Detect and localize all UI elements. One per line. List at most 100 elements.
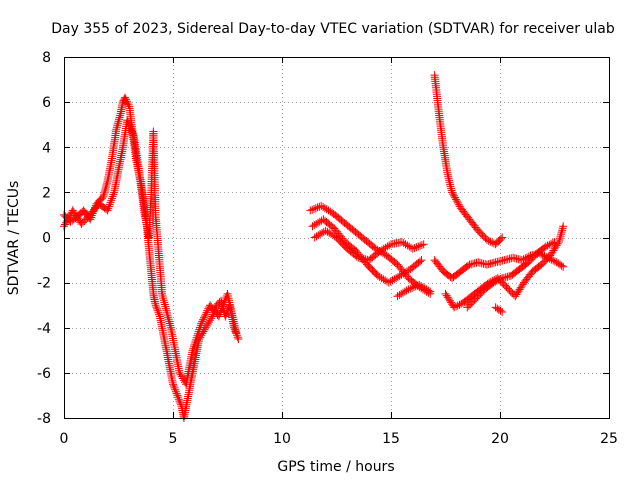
data-point [233,333,242,342]
data-point [445,296,454,305]
x-tick-label: 20 [491,431,509,447]
data-point [217,306,226,315]
data-point [108,192,117,201]
data-point [201,310,210,319]
data-point [455,300,464,309]
data-point [402,286,411,295]
data-point [200,313,208,322]
data-point [559,222,568,231]
data-point [194,329,202,338]
data-point [404,285,413,294]
data-point [308,222,317,231]
data-point [169,382,178,390]
data-point [170,383,179,392]
data-point [352,252,361,261]
data-point [385,241,394,250]
data-point [482,235,491,244]
y-axis-title: SDTVAR / TECUs [6,181,22,296]
data-point [453,301,462,310]
data-point [161,304,170,313]
data-point [128,130,137,138]
data-point [188,346,197,355]
y-tick-label: 8 [42,50,51,66]
data-point [127,126,136,134]
data-point [196,321,205,330]
data-point [174,395,183,404]
data-point [151,301,160,310]
data-point [555,234,564,243]
data-point [489,278,498,287]
data-point [316,230,325,239]
y-tick-label: -6 [37,366,51,382]
y-tick-label: 2 [42,185,51,201]
data-point [491,277,500,286]
data-point [310,204,318,213]
data-point [424,286,433,295]
data-point [113,121,122,130]
data-point [406,284,415,293]
data-markers [60,71,568,422]
data-point [97,194,106,203]
data-point [409,283,418,292]
data-point [160,300,169,309]
data-point [399,239,408,248]
x-tick-label: 10 [273,431,291,447]
data-point [102,181,111,189]
data-point [312,232,321,241]
y-tick-label: -8 [37,411,51,427]
data-point [215,310,224,319]
data-point [553,239,562,248]
data-point [457,299,466,308]
data-point [417,241,426,249]
data-point [189,344,198,353]
data-point [496,275,505,283]
data-point [171,385,180,394]
data-point [444,295,453,303]
data-point [125,122,134,131]
data-point [128,128,137,136]
y-tick-label: -2 [37,276,51,292]
data-point [197,319,206,328]
data-point [550,257,559,266]
data-point [449,190,457,199]
data-point [417,256,426,265]
data-point [412,243,421,252]
data-point [99,192,108,201]
data-point [426,287,435,296]
data-point [450,193,459,202]
data-point [410,244,419,252]
data-point [153,306,162,315]
data-point [408,244,417,253]
data-point [464,261,472,270]
data-point [169,380,177,389]
data-point [557,230,565,239]
data-point [64,213,73,222]
data-point [174,393,183,402]
data-point [454,200,463,209]
data-point [172,389,181,398]
data-point [453,198,462,207]
data-point [190,340,199,349]
data-point [123,116,132,125]
data-point [101,185,110,193]
data-point [152,303,161,312]
data-point [115,115,123,124]
data-point [558,226,567,235]
data-point [216,308,225,317]
x-tick-label: 0 [60,431,69,447]
data-point [548,238,557,247]
data-point [559,262,568,271]
data-point [486,237,495,246]
data-point [452,302,460,311]
data-point [496,234,505,243]
data-point [512,290,521,299]
data-point [190,342,198,351]
data-point [175,397,184,406]
data-point [108,194,116,203]
data-point [550,238,559,246]
data-point [109,190,118,199]
data-point [450,303,459,312]
data-point [158,292,167,300]
data-point [107,196,116,205]
data-point [511,292,520,301]
